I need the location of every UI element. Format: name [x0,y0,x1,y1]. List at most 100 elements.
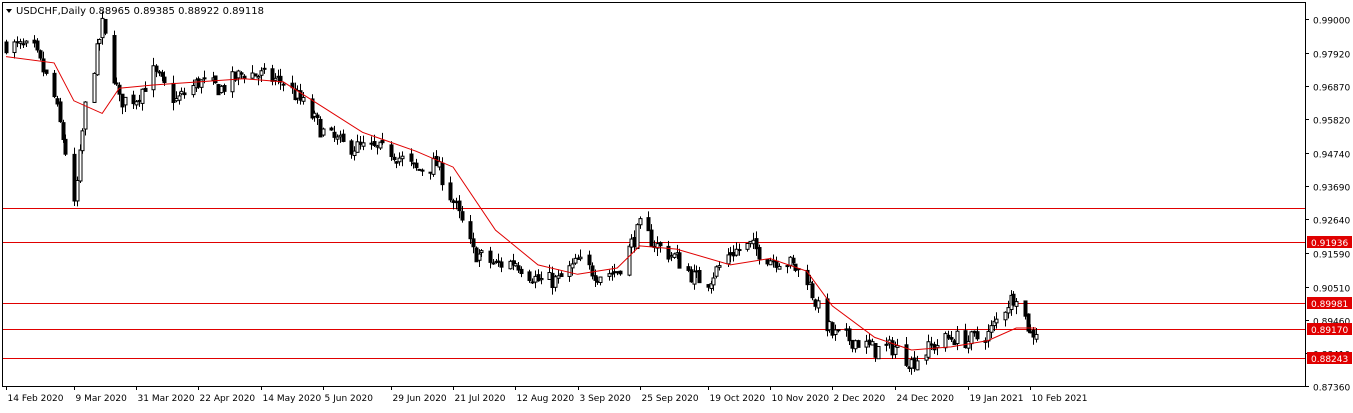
candle-body [488,250,493,263]
candle-body [72,153,77,202]
candle-body [658,242,663,247]
candle-body [513,263,518,267]
candle-body [83,101,88,130]
candle-body [281,83,286,86]
x-tick-label: 5 Jun 2020 [325,394,374,404]
candle-body [692,271,697,285]
candle-body [1014,301,1019,307]
candle-body [847,328,852,342]
candle-body [222,85,227,92]
candle-body [202,77,207,80]
x-tick-label: 25 Sep 2020 [642,394,699,404]
y-tick-label: 0.99000 [1313,17,1350,27]
candle-body [335,136,340,140]
x-tick-label: 12 Aug 2020 [517,394,575,404]
candle-body [666,245,671,260]
y-tick-label: 0.92640 [1313,217,1350,227]
candle-body [1034,333,1039,340]
y-tick-label: 0.95820 [1313,117,1350,127]
price-tag [1307,236,1352,248]
candle-body [318,118,323,138]
candle-body [573,257,578,264]
candle-body [519,268,524,275]
candle-body [590,265,595,277]
x-tick-label: 31 Mar 2020 [138,394,195,404]
candle-body [1003,311,1008,321]
candle-body [35,40,40,51]
candle-body [471,238,476,248]
candle-body [884,343,889,346]
candle-body [963,330,968,349]
candle-body [38,50,43,59]
candle-body [349,140,354,155]
candle-body [78,149,83,182]
candle-body [372,141,377,146]
plot-frame [2,2,1306,387]
candle-body [352,150,357,157]
candle-body [63,138,68,155]
candle-body [58,101,63,123]
candle-body [556,275,561,279]
y-tick-label: 0.90510 [1313,285,1350,295]
candle-body [80,130,85,152]
moving-average-line [5,56,1036,351]
candle-body [491,262,496,265]
candle-body [553,276,558,288]
candle-body [92,72,97,103]
candle-body [213,75,218,84]
candle-body [199,79,204,88]
candle-body [389,144,394,158]
candle-body [578,256,583,260]
candle-body [400,155,405,160]
candle-body [717,265,722,268]
candle-body [182,92,187,96]
candle-body [75,179,80,202]
candle-body [649,229,654,247]
candle-body [457,200,462,212]
candle-body [355,141,360,153]
candle-body [154,65,159,72]
candle-body [559,273,564,278]
candle-body [757,246,762,260]
candle-body [833,329,838,336]
candle-body [805,269,810,286]
x-tick-label: 21 Jul 2020 [455,394,506,404]
candle-body [103,18,108,34]
candle-body [935,345,940,349]
candle-body [989,325,994,333]
candle-body [836,329,841,332]
candle-body [315,114,320,119]
candle-body [380,139,385,144]
candle-body [598,276,603,284]
x-tick-label: 10 Feb 2021 [1032,394,1088,404]
symbol-dropdown-icon[interactable] [6,9,12,13]
candle-body [97,38,102,44]
candle-body [607,273,612,277]
candle-body [876,346,881,360]
candle-body [448,182,453,201]
x-tick-label: 14 Feb 2020 [8,394,64,404]
y-tick-label: 0.89460 [1313,318,1350,328]
candle-body [131,94,136,105]
candle-body [791,257,796,264]
price-tag-label: 0.91936 [1311,239,1348,249]
candle-body [123,96,128,106]
candle-body [1011,293,1016,306]
candle-body [162,76,167,84]
candle-body [946,334,951,339]
x-tick-label: 29 Jun 2020 [393,394,447,404]
candle-body [41,58,46,73]
candle-body [21,43,26,46]
candle-body [321,128,326,136]
price-tag [1307,297,1352,309]
candle-body [677,252,682,269]
candle-body [686,266,691,271]
candle-body [230,71,235,93]
candle-body [468,221,473,240]
candle-body [301,96,306,102]
candle-body [397,157,402,163]
candle-body [177,95,182,101]
